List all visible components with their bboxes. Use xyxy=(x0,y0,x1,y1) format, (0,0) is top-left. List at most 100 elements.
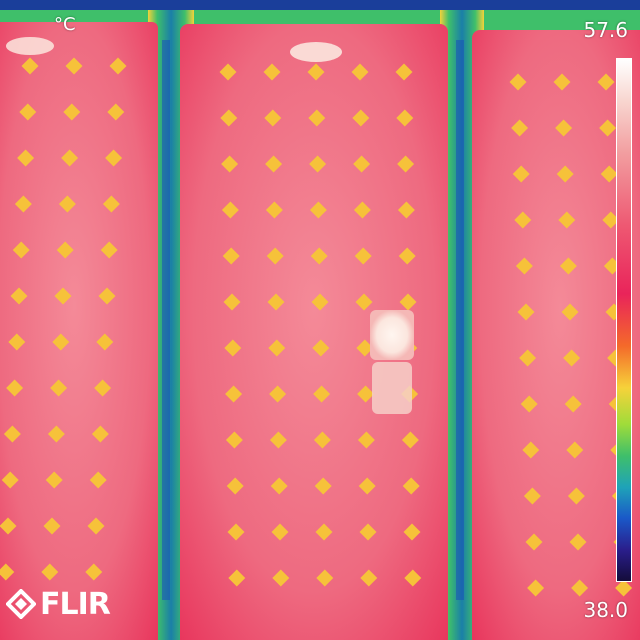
cell-junction-dot xyxy=(404,569,422,587)
cell-junction-dot xyxy=(520,395,538,413)
cell-junction-dot xyxy=(398,247,416,265)
cell-junction-dot xyxy=(509,73,527,91)
cell-junction-dot xyxy=(354,247,372,265)
cell-junction-dot xyxy=(352,109,370,127)
cell-junction-dot xyxy=(517,303,535,321)
max-temperature: 57.6 xyxy=(583,18,628,42)
cell-junction-dot xyxy=(19,103,37,121)
cell-junction-dot xyxy=(403,523,421,541)
cell-junction-dot xyxy=(269,385,287,403)
cell-junction-dot xyxy=(514,211,532,229)
gap-details xyxy=(162,40,464,600)
cell-junction-dot xyxy=(313,431,331,449)
cell-junction-dot xyxy=(401,431,419,449)
cell-junction-dot xyxy=(402,477,420,495)
cell-junction-dot xyxy=(264,109,282,127)
cell-junction-dot xyxy=(360,569,378,587)
cell-junction-dot xyxy=(107,103,125,121)
cell-junction-dot xyxy=(228,569,246,587)
cell-junction-dot xyxy=(397,155,415,173)
glare xyxy=(6,37,54,55)
cell-junction-dot xyxy=(553,73,571,91)
glare xyxy=(290,42,342,62)
cell-junction-dot xyxy=(227,523,245,541)
cell-junction-dot xyxy=(91,425,109,443)
cell-junction-dot xyxy=(395,63,413,81)
cell-junction-dot xyxy=(519,349,537,367)
cell-junction-dot xyxy=(599,119,617,137)
cell-junction-dot xyxy=(266,247,284,265)
cell-junction-dot xyxy=(222,247,240,265)
cell-junction-dot xyxy=(271,523,289,541)
cell-junction-dot xyxy=(597,73,615,91)
cell-junction-dot xyxy=(223,293,241,311)
cell-junction-dot xyxy=(226,477,244,495)
cell-junction-dot xyxy=(94,379,112,397)
cell-junction-dot xyxy=(525,533,543,551)
cell-junction-dot xyxy=(0,517,17,535)
cell-junction-dot xyxy=(566,441,584,459)
cell-junction-dot xyxy=(85,563,103,581)
cell-junction-dot xyxy=(527,579,545,597)
cell-junction-dot xyxy=(96,333,114,351)
cell-junction-dot xyxy=(102,195,120,213)
cell-junction-dot xyxy=(399,293,417,311)
hotspot-cell xyxy=(370,310,414,360)
min-temperature: 38.0 xyxy=(583,598,628,622)
cell-junction-dot xyxy=(355,293,373,311)
solar-panel-center xyxy=(180,24,448,640)
cell-junction-dot xyxy=(312,339,330,357)
cell-junction-dot xyxy=(61,149,79,167)
cell-junction-dot xyxy=(357,431,375,449)
cell-junction-dot xyxy=(269,431,287,449)
cell-junction-dot xyxy=(515,257,533,275)
cell-junction-dot xyxy=(314,477,332,495)
cell-junction-dot xyxy=(556,165,574,183)
temperature-unit: °C xyxy=(54,14,76,35)
cell-junction-dot xyxy=(87,517,105,535)
cell-junction-dot xyxy=(220,109,238,127)
cell-junction-dot xyxy=(315,523,333,541)
solar-panel-right xyxy=(472,30,640,640)
cell-junction-dot xyxy=(263,63,281,81)
flir-logo: FLIR xyxy=(6,584,111,624)
cell-junction-dot xyxy=(353,155,371,173)
cell-junction-dot xyxy=(558,211,576,229)
cell-junction-dot xyxy=(356,339,374,357)
solar-panel-left xyxy=(0,22,158,640)
cell-junction-dot xyxy=(65,57,83,75)
cell-junction-dot xyxy=(98,287,116,305)
cell-junction-dot xyxy=(310,247,328,265)
cell-junction-dot xyxy=(219,63,237,81)
cell-junctions-center xyxy=(219,63,422,587)
cell-junction-dot xyxy=(600,165,618,183)
cell-junction-dot xyxy=(567,487,585,505)
cell-junction-dot xyxy=(351,63,369,81)
flir-diamond-icon xyxy=(6,589,36,619)
cell-junction-dot xyxy=(353,201,371,219)
cell-junction-dot xyxy=(225,385,243,403)
cell-junction-dot xyxy=(270,477,288,495)
cell-junction-dot xyxy=(265,155,283,173)
cell-junction-dot xyxy=(559,257,577,275)
cell-junction-dot xyxy=(43,517,61,535)
cell-junction-dot xyxy=(221,201,239,219)
cell-junction-dot xyxy=(309,155,327,173)
cell-junction-dot xyxy=(268,339,286,357)
cell-junction-dot xyxy=(571,579,589,597)
cell-junction-dot xyxy=(523,487,541,505)
cell-junction-dot xyxy=(109,57,127,75)
cell-junction-dot xyxy=(63,103,81,121)
cell-junction-dot xyxy=(0,563,15,581)
cell-junction-dot xyxy=(512,165,530,183)
cell-junction-dot xyxy=(564,395,582,413)
cell-junction-dot xyxy=(396,109,414,127)
cell-junction-dot xyxy=(272,569,290,587)
cell-junction-dot xyxy=(397,201,415,219)
cell-junction-dot xyxy=(225,431,243,449)
cell-junction-dot xyxy=(358,477,376,495)
cell-junction-dot xyxy=(569,533,587,551)
cell-junction-dot xyxy=(265,201,283,219)
cell-junction-dot xyxy=(89,471,107,489)
